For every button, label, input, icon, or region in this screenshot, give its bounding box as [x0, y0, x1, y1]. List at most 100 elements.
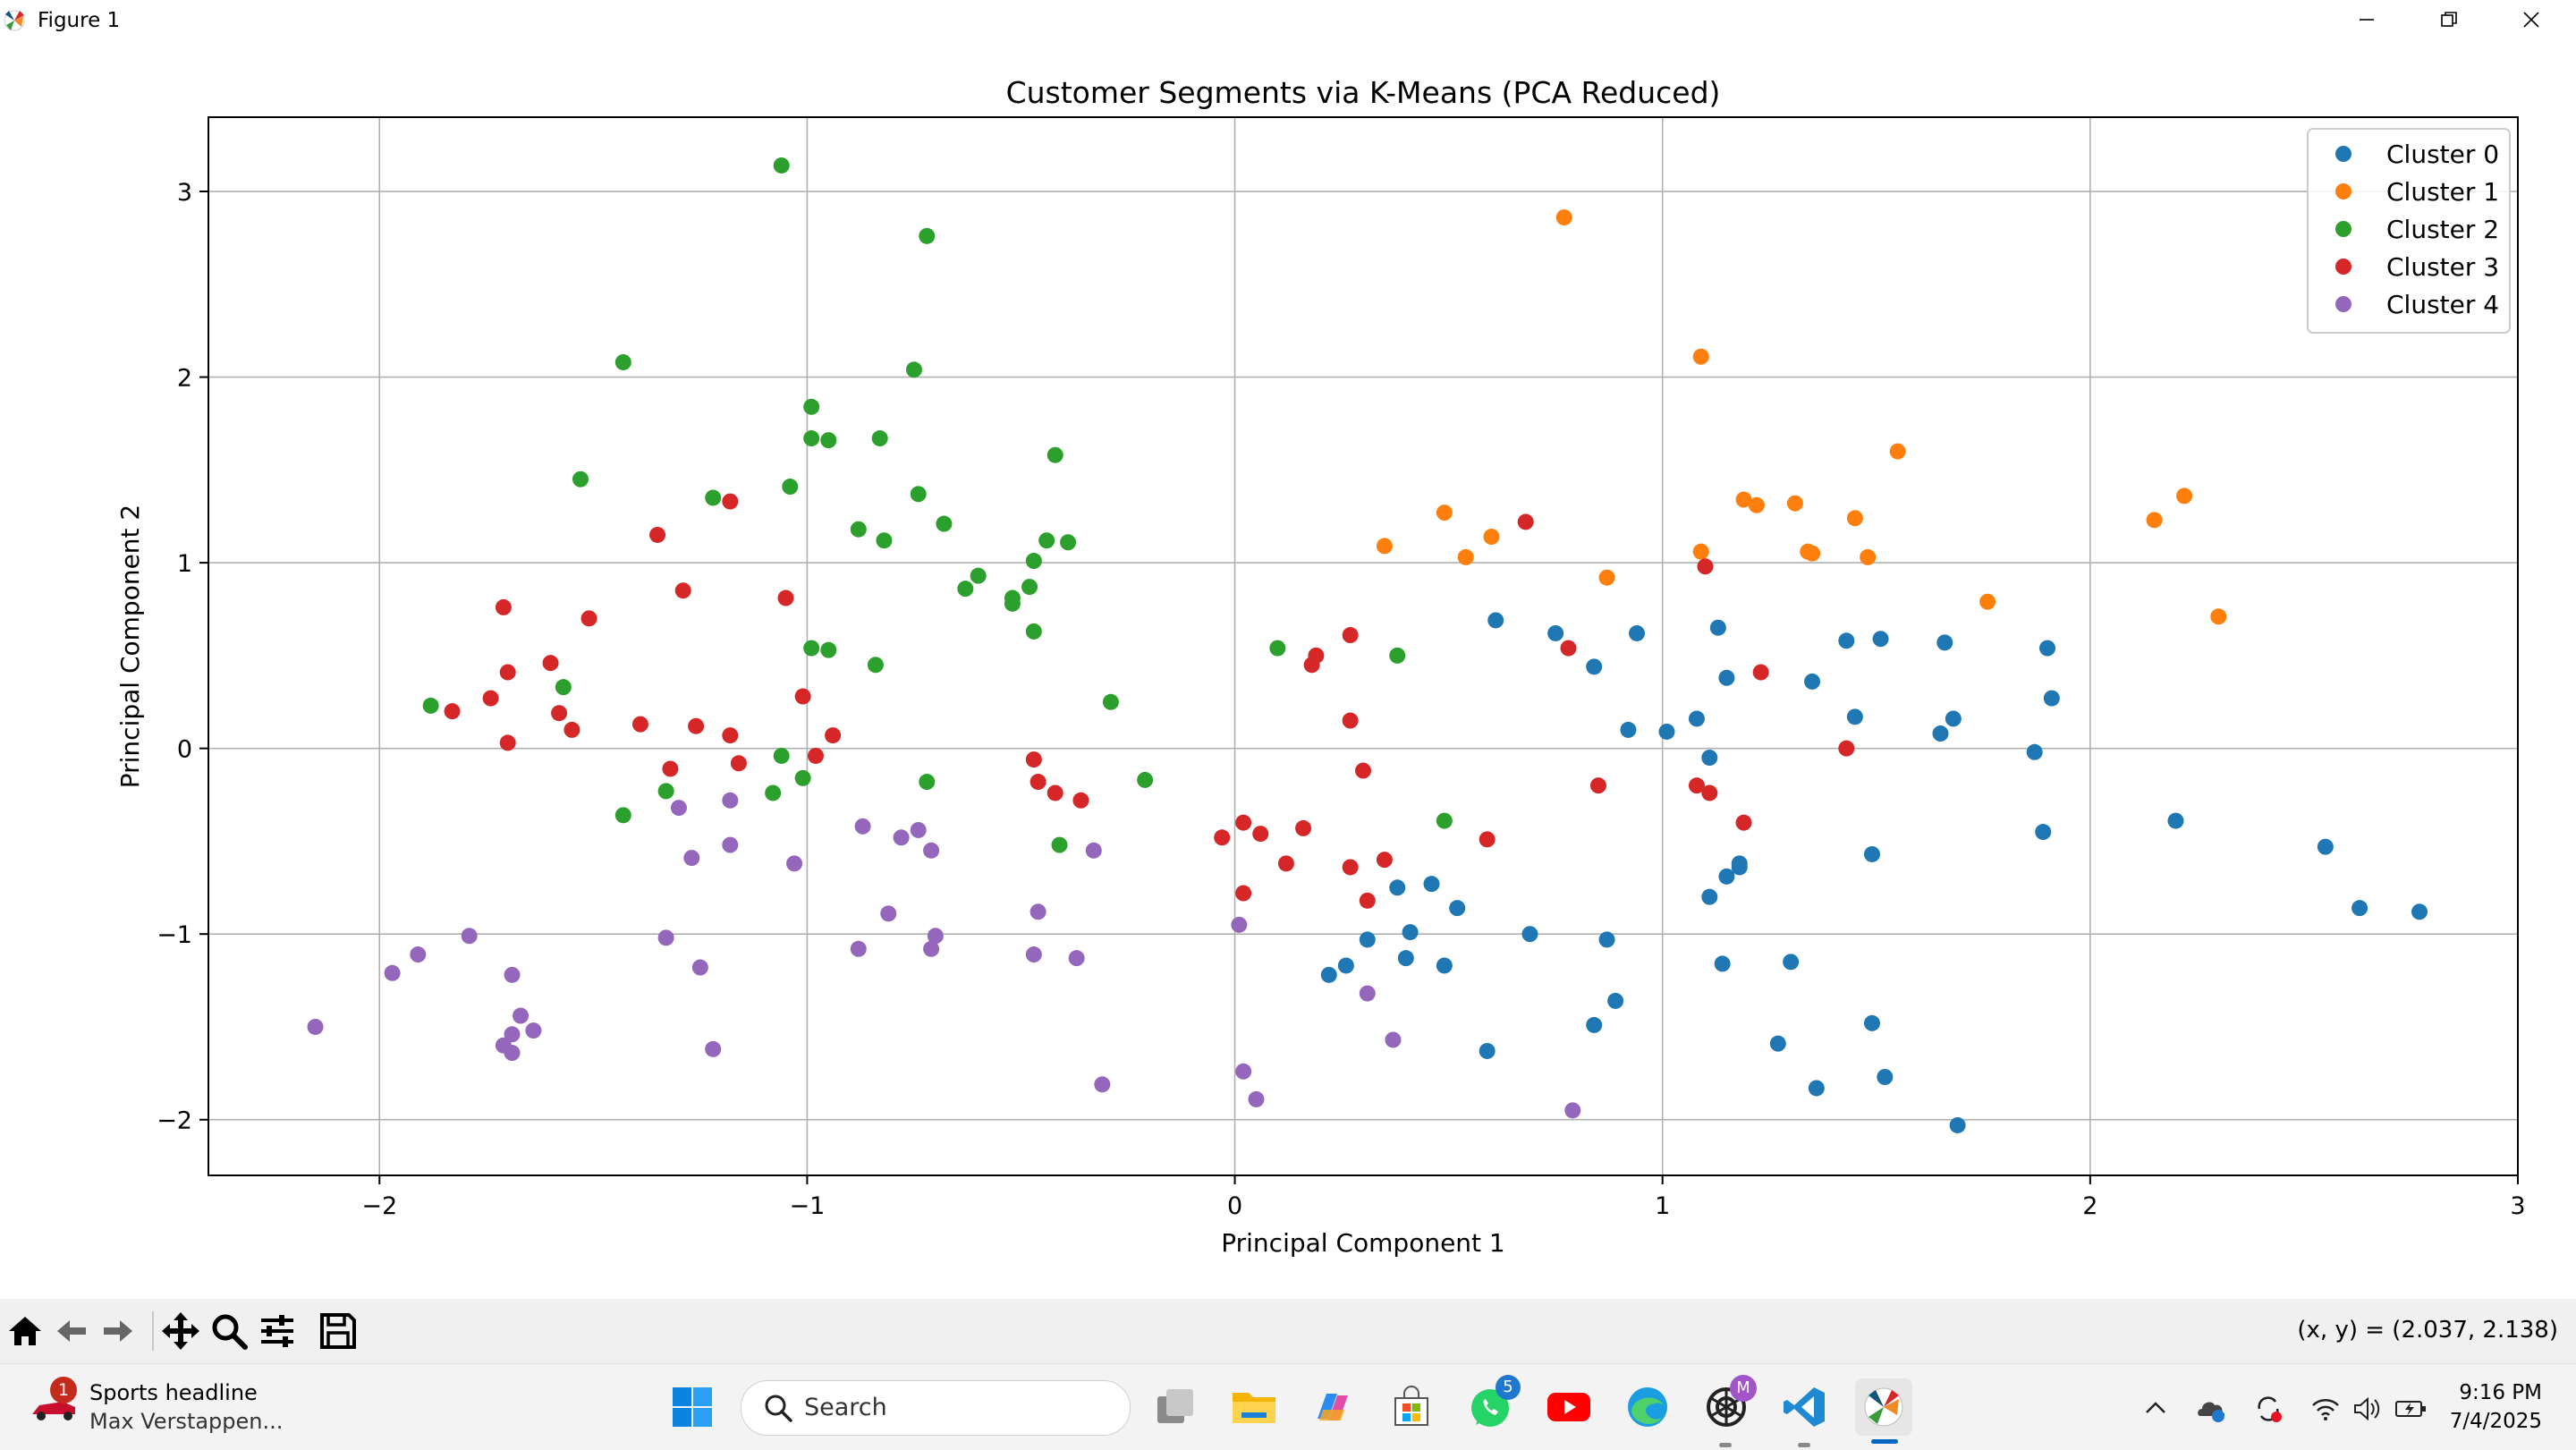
back-button[interactable] — [48, 1308, 95, 1354]
legend-marker-cluster-2 — [2335, 221, 2351, 237]
cluster-4-point — [923, 940, 940, 957]
whatsapp-button[interactable]: 5 — [1462, 1375, 1521, 1436]
x-tick-label: 2 — [2082, 1192, 2097, 1220]
chatgpt-button[interactable]: M — [1698, 1375, 1757, 1436]
cluster-2-point — [773, 747, 790, 764]
task-view-button[interactable] — [1147, 1378, 1204, 1436]
cluster-0-point — [1359, 931, 1376, 948]
sync-tray-button[interactable] — [2250, 1391, 2286, 1427]
show-hidden-icons-button[interactable] — [2138, 1391, 2174, 1427]
cluster-0-point — [2317, 838, 2334, 855]
cluster-1-point — [1804, 545, 1821, 562]
cluster-4-point — [657, 929, 674, 946]
cluster-0-point — [2035, 824, 2052, 841]
restore-button[interactable] — [2408, 0, 2490, 39]
copilot-button[interactable] — [1304, 1378, 1361, 1436]
cluster-4-point — [1564, 1102, 1581, 1119]
cluster-2-point — [850, 521, 867, 538]
cluster-2-point — [1051, 836, 1068, 853]
matplotlib-taskbar-button[interactable] — [1855, 1378, 1912, 1444]
cluster-2-point — [1025, 553, 1042, 570]
cluster-4-point — [786, 855, 803, 872]
cluster-2-point — [794, 769, 811, 786]
forward-button[interactable] — [95, 1308, 141, 1354]
zoom-button[interactable] — [206, 1308, 252, 1354]
cluster-3-point — [674, 582, 691, 599]
cluster-0-point — [1487, 612, 1504, 629]
cluster-0-point — [1804, 673, 1821, 690]
cluster-2-point — [820, 432, 837, 449]
onedrive-tray-button[interactable] — [2193, 1391, 2229, 1427]
cluster-0-point — [2351, 900, 2368, 917]
cluster-0-point — [2026, 743, 2043, 760]
edge-button[interactable] — [1619, 1378, 1676, 1436]
cluster-2-point — [957, 581, 974, 598]
legend-marker-cluster-1 — [2335, 183, 2351, 199]
cluster-3-point — [794, 688, 811, 705]
news-widget[interactable]: 1 Sports headline Max Verstappen... — [27, 1377, 295, 1439]
cluster-2-point — [919, 774, 936, 791]
legend-label-cluster-4: Cluster 4 — [2386, 290, 2499, 319]
cluster-4-point — [1068, 950, 1085, 967]
cluster-4-point — [927, 928, 944, 945]
cluster-1-point — [1457, 548, 1474, 565]
cluster-3-point — [1025, 751, 1042, 768]
cluster-4-point — [1030, 903, 1046, 920]
windows-taskbar: 1 Sports headline Max Verstappen... Sear… — [0, 1363, 2576, 1450]
cluster-4-point — [504, 1026, 521, 1043]
cluster-0-point — [1479, 1042, 1496, 1059]
cluster-2-point — [1137, 771, 1154, 788]
cluster-0-point — [2039, 640, 2056, 657]
taskbar-clock[interactable]: 9:16 PM 7/4/2025 — [2408, 1378, 2542, 1436]
youtube-button[interactable] — [1540, 1378, 1597, 1436]
cluster-2-point — [1004, 595, 1021, 612]
youtube-icon — [1547, 1393, 1590, 1421]
file-explorer-button[interactable] — [1225, 1378, 1283, 1436]
cluster-2-point — [614, 807, 631, 824]
cluster-0-point — [1949, 1116, 1966, 1133]
cluster-2-point — [1038, 532, 1055, 549]
save-button[interactable] — [315, 1308, 361, 1354]
y-tick-label: 0 — [177, 736, 192, 764]
legend-label-cluster-3: Cluster 3 — [2386, 252, 2499, 282]
battery-tray-button[interactable] — [2394, 1391, 2429, 1427]
cluster-4-point — [910, 821, 927, 838]
cluster-4-point — [880, 905, 897, 922]
running-indicator-vscode — [1798, 1443, 1810, 1447]
pan-button[interactable] — [157, 1308, 204, 1354]
cluster-2-point — [803, 640, 820, 657]
cluster-3-point — [1235, 814, 1252, 831]
vscode-button[interactable] — [1776, 1378, 1834, 1436]
minimize-button[interactable] — [2326, 0, 2408, 39]
copilot-icon — [1318, 1394, 1348, 1420]
cluster-3-point — [649, 526, 666, 543]
cluster-1-point — [1748, 496, 1765, 513]
cluster-3-point — [444, 703, 461, 720]
microsoft-store-button[interactable] — [1383, 1378, 1440, 1436]
wifi-tray-button[interactable] — [2308, 1391, 2343, 1427]
cluster-4-point — [893, 829, 910, 846]
navigation-toolbar: (x, y) = (2.037, 2.138) — [0, 1299, 2576, 1363]
close-button[interactable] — [2490, 0, 2572, 39]
home-button[interactable] — [2, 1308, 48, 1354]
volume-tray-button[interactable] — [2349, 1391, 2385, 1427]
taskbar-search[interactable]: Search — [741, 1380, 1131, 1436]
configure-subplots-button[interactable] — [254, 1308, 301, 1354]
cluster-4-point — [670, 800, 687, 817]
cluster-2-point — [876, 532, 893, 549]
cluster-4-point — [1248, 1090, 1265, 1107]
start-button[interactable] — [664, 1378, 721, 1436]
cluster-3-point — [1342, 627, 1359, 644]
cluster-3-point — [1252, 826, 1269, 843]
cluster-3-point — [482, 690, 499, 707]
scatter-chart: −2 −1 0 1 2 3 −2 −1 0 1 2 3 Customer Segments via K-… — [115, 75, 2526, 1258]
onedrive-icon — [2198, 1402, 2224, 1422]
cluster-2-point — [1269, 640, 1286, 657]
cluster-4-point — [683, 850, 700, 867]
windows-start-icon — [673, 1387, 712, 1427]
cluster-4-point — [461, 928, 478, 945]
matplotlib-icon — [1864, 1387, 1903, 1427]
toolbar-separator — [152, 1311, 154, 1351]
figure-canvas[interactable]: −2 −1 0 1 2 3 −2 −1 0 1 2 3 Customer Segments via K-… — [0, 39, 2576, 1299]
cluster-2-point — [970, 567, 987, 584]
